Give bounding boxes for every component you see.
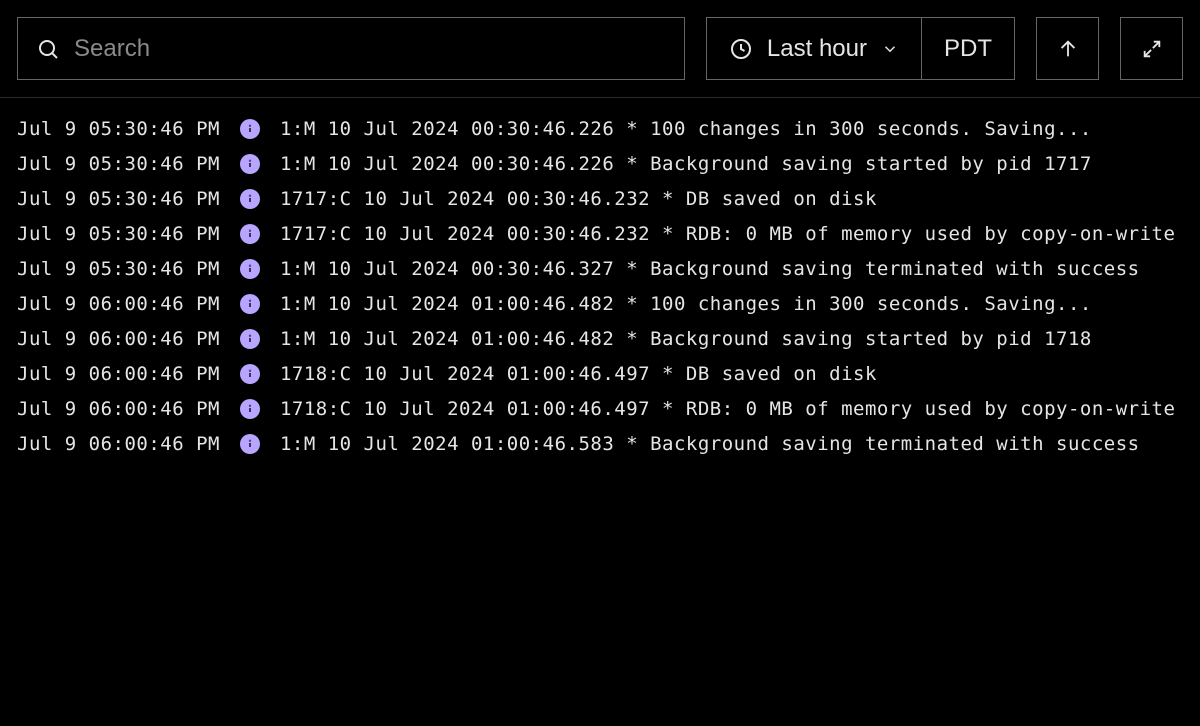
- log-timestamp: Jul 9 06:00:46 PM: [17, 433, 220, 455]
- log-row[interactable]: Jul 9 05:30:46 PM 1717:C 10 Jul 2024 00:3…: [17, 216, 1183, 251]
- log-row[interactable]: Jul 9 06:00:46 PM 1:M 10 Jul 2024 01:00:4…: [17, 286, 1183, 321]
- time-range-selector[interactable]: Last hour: [707, 18, 921, 79]
- expand-button[interactable]: [1120, 17, 1183, 80]
- log-message: 1:M 10 Jul 2024 00:30:46.327 * Backgroun…: [280, 258, 1140, 280]
- chevron-down-icon: [881, 40, 899, 58]
- log-timestamp: Jul 9 06:00:46 PM: [17, 398, 220, 420]
- info-icon: [240, 399, 260, 419]
- timezone-selector[interactable]: PDT: [921, 18, 1014, 79]
- log-row[interactable]: Jul 9 06:00:46 PM 1718:C 10 Jul 2024 01:0…: [17, 356, 1183, 391]
- log-message: 1717:C 10 Jul 2024 00:30:46.232 * DB sav…: [280, 188, 877, 210]
- log-row[interactable]: Jul 9 06:00:46 PM 1:M 10 Jul 2024 01:00:4…: [17, 321, 1183, 356]
- search-container[interactable]: [17, 17, 685, 80]
- log-timestamp: Jul 9 05:30:46 PM: [17, 223, 220, 245]
- info-icon: [240, 119, 260, 139]
- toolbar: Last hour PDT: [0, 0, 1200, 98]
- info-icon: [240, 259, 260, 279]
- info-icon: [240, 329, 260, 349]
- log-message: 1:M 10 Jul 2024 00:30:46.226 * Backgroun…: [280, 153, 1092, 175]
- scroll-top-button[interactable]: [1036, 17, 1099, 80]
- log-row[interactable]: Jul 9 05:30:46 PM 1717:C 10 Jul 2024 00:3…: [17, 181, 1183, 216]
- info-icon: [240, 434, 260, 454]
- time-range-label: Last hour: [767, 35, 867, 63]
- log-list: Jul 9 05:30:46 PM 1:M 10 Jul 2024 00:30:4…: [0, 98, 1200, 474]
- clock-icon: [729, 37, 753, 61]
- log-row[interactable]: Jul 9 05:30:46 PM 1:M 10 Jul 2024 00:30:4…: [17, 251, 1183, 286]
- info-icon: [240, 189, 260, 209]
- log-message: 1:M 10 Jul 2024 01:00:46.482 * Backgroun…: [280, 328, 1092, 350]
- log-message: 1718:C 10 Jul 2024 01:00:46.497 * DB sav…: [280, 363, 877, 385]
- expand-icon: [1141, 38, 1163, 60]
- log-message: 1:M 10 Jul 2024 00:30:46.226 * 100 chang…: [280, 118, 1092, 140]
- log-timestamp: Jul 9 06:00:46 PM: [17, 293, 220, 315]
- log-message: 1:M 10 Jul 2024 01:00:46.583 * Backgroun…: [280, 433, 1140, 455]
- info-icon: [240, 364, 260, 384]
- log-row[interactable]: Jul 9 05:30:46 PM 1:M 10 Jul 2024 00:30:4…: [17, 111, 1183, 146]
- log-message: 1718:C 10 Jul 2024 01:00:46.497 * RDB: 0…: [280, 398, 1175, 420]
- time-filter: Last hour PDT: [706, 17, 1015, 80]
- log-row[interactable]: Jul 9 06:00:46 PM 1:M 10 Jul 2024 01:00:4…: [17, 426, 1183, 461]
- log-timestamp: Jul 9 05:30:46 PM: [17, 188, 220, 210]
- info-icon: [240, 154, 260, 174]
- arrow-up-icon: [1057, 38, 1079, 60]
- info-icon: [240, 294, 260, 314]
- log-timestamp: Jul 9 05:30:46 PM: [17, 153, 220, 175]
- log-message: 1:M 10 Jul 2024 01:00:46.482 * 100 chang…: [280, 293, 1092, 315]
- log-row[interactable]: Jul 9 05:30:46 PM 1:M 10 Jul 2024 00:30:4…: [17, 146, 1183, 181]
- timezone-label: PDT: [944, 35, 992, 63]
- info-icon: [240, 224, 260, 244]
- log-timestamp: Jul 9 06:00:46 PM: [17, 328, 220, 350]
- log-message: 1717:C 10 Jul 2024 00:30:46.232 * RDB: 0…: [280, 223, 1175, 245]
- log-row[interactable]: Jul 9 06:00:46 PM 1718:C 10 Jul 2024 01:0…: [17, 391, 1183, 426]
- log-timestamp: Jul 9 05:30:46 PM: [17, 118, 220, 140]
- log-timestamp: Jul 9 05:30:46 PM: [17, 258, 220, 280]
- search-icon: [36, 37, 60, 61]
- log-timestamp: Jul 9 06:00:46 PM: [17, 363, 220, 385]
- search-input[interactable]: [74, 35, 666, 63]
